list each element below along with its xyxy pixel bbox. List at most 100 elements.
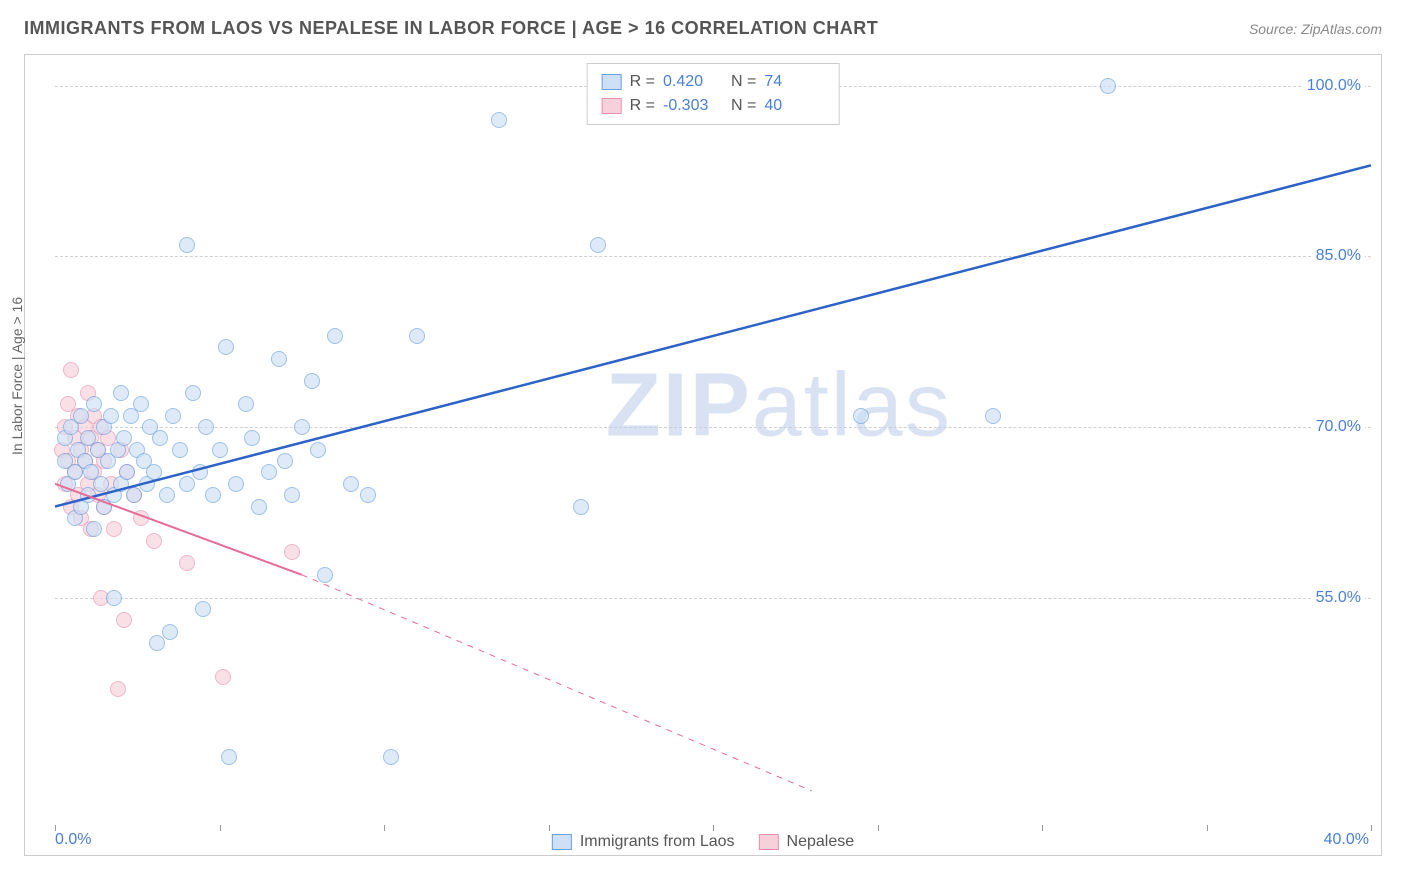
data-point-laos [327, 328, 343, 344]
data-point-laos [251, 499, 267, 515]
data-point-laos [86, 521, 102, 537]
gridline [55, 427, 1371, 428]
data-point-laos [244, 430, 260, 446]
data-point-laos [277, 453, 293, 469]
trend-line [55, 165, 1371, 506]
watermark-bold: ZIP [606, 355, 752, 455]
data-point-laos [310, 442, 326, 458]
data-point-laos [86, 396, 102, 412]
data-point-nepalese [106, 521, 122, 537]
data-point-laos [221, 749, 237, 765]
r-label: R = [630, 70, 655, 94]
data-point-laos [162, 624, 178, 640]
x-axis-min-label: 0.0% [55, 831, 91, 849]
gridline [55, 256, 1371, 257]
data-point-laos [284, 487, 300, 503]
plot-area: ZIPatlas R = 0.420 N = 74 R = -0.303 N =… [55, 63, 1371, 825]
data-point-laos [172, 442, 188, 458]
data-point-laos [261, 464, 277, 480]
data-point-laos [165, 408, 181, 424]
swatch-series-b [602, 98, 622, 114]
data-point-nepalese [146, 533, 162, 549]
correlation-legend: R = 0.420 N = 74 R = -0.303 N = 40 [587, 63, 840, 125]
swatch-series-b [759, 834, 779, 850]
trend-line [302, 575, 812, 791]
data-point-nepalese [63, 362, 79, 378]
n-value-b: 40 [764, 94, 824, 118]
n-label: N = [731, 94, 756, 118]
data-point-laos [573, 499, 589, 515]
x-tick [878, 825, 879, 831]
y-tick-label: 55.0% [1312, 589, 1365, 607]
legend-item-b: Nepalese [759, 833, 855, 851]
y-axis-title: In Labor Force | Age > 16 [9, 297, 25, 455]
data-point-laos [205, 487, 221, 503]
series-legend: Immigrants from Laos Nepalese [544, 833, 862, 851]
data-point-nepalese [284, 544, 300, 560]
data-point-laos [149, 635, 165, 651]
watermark-thin: atlas [752, 355, 952, 455]
data-point-nepalese [110, 681, 126, 697]
data-point-laos [116, 430, 132, 446]
data-point-laos [212, 442, 228, 458]
chart-title: IMMIGRANTS FROM LAOS VS NEPALESE IN LABO… [24, 18, 878, 39]
y-tick-label: 85.0% [1312, 247, 1365, 265]
x-tick [1042, 825, 1043, 831]
r-label: R = [630, 94, 655, 118]
data-point-laos [152, 430, 168, 446]
data-point-laos [198, 419, 214, 435]
data-point-laos [228, 476, 244, 492]
data-point-laos [179, 476, 195, 492]
y-tick-label: 70.0% [1312, 418, 1365, 436]
legend-label-b: Nepalese [787, 833, 855, 851]
data-point-laos [195, 601, 211, 617]
swatch-series-a [602, 74, 622, 90]
x-tick [1371, 825, 1372, 831]
legend-label-a: Immigrants from Laos [580, 833, 735, 851]
legend-row-series-b: R = -0.303 N = 40 [602, 94, 825, 118]
data-point-laos [1100, 78, 1116, 94]
source-attribution: Source: ZipAtlas.com [1249, 21, 1382, 37]
data-point-laos [985, 408, 1001, 424]
data-point-laos [409, 328, 425, 344]
gridline [55, 598, 1371, 599]
data-point-laos [113, 385, 129, 401]
chart-container: In Labor Force | Age > 16 ZIPatlas R = 0… [24, 54, 1382, 856]
watermark: ZIPatlas [606, 354, 952, 457]
data-point-laos [93, 476, 109, 492]
data-point-laos [106, 590, 122, 606]
x-tick [220, 825, 221, 831]
data-point-laos [271, 351, 287, 367]
swatch-series-a [552, 834, 572, 850]
legend-item-a: Immigrants from Laos [552, 833, 735, 851]
data-point-nepalese [133, 510, 149, 526]
data-point-laos [343, 476, 359, 492]
data-point-laos [185, 385, 201, 401]
legend-row-series-a: R = 0.420 N = 74 [602, 70, 825, 94]
data-point-laos [853, 408, 869, 424]
data-point-laos [294, 419, 310, 435]
x-tick [384, 825, 385, 831]
x-tick [713, 825, 714, 831]
data-point-nepalese [116, 612, 132, 628]
data-point-laos [383, 749, 399, 765]
y-tick-label: 100.0% [1303, 77, 1365, 95]
data-point-laos [133, 396, 149, 412]
data-point-laos [73, 408, 89, 424]
n-label: N = [731, 70, 756, 94]
x-tick [1207, 825, 1208, 831]
data-point-laos [590, 237, 606, 253]
data-point-laos [218, 339, 234, 355]
data-point-laos [491, 112, 507, 128]
data-point-laos [146, 464, 162, 480]
x-tick [549, 825, 550, 831]
x-axis-max-label: 40.0% [1324, 831, 1369, 849]
data-point-laos [159, 487, 175, 503]
data-point-laos [119, 464, 135, 480]
data-point-laos [80, 487, 96, 503]
data-point-laos [238, 396, 254, 412]
data-point-nepalese [179, 555, 195, 571]
data-point-laos [103, 408, 119, 424]
data-point-laos [192, 464, 208, 480]
n-value-a: 74 [764, 70, 824, 94]
